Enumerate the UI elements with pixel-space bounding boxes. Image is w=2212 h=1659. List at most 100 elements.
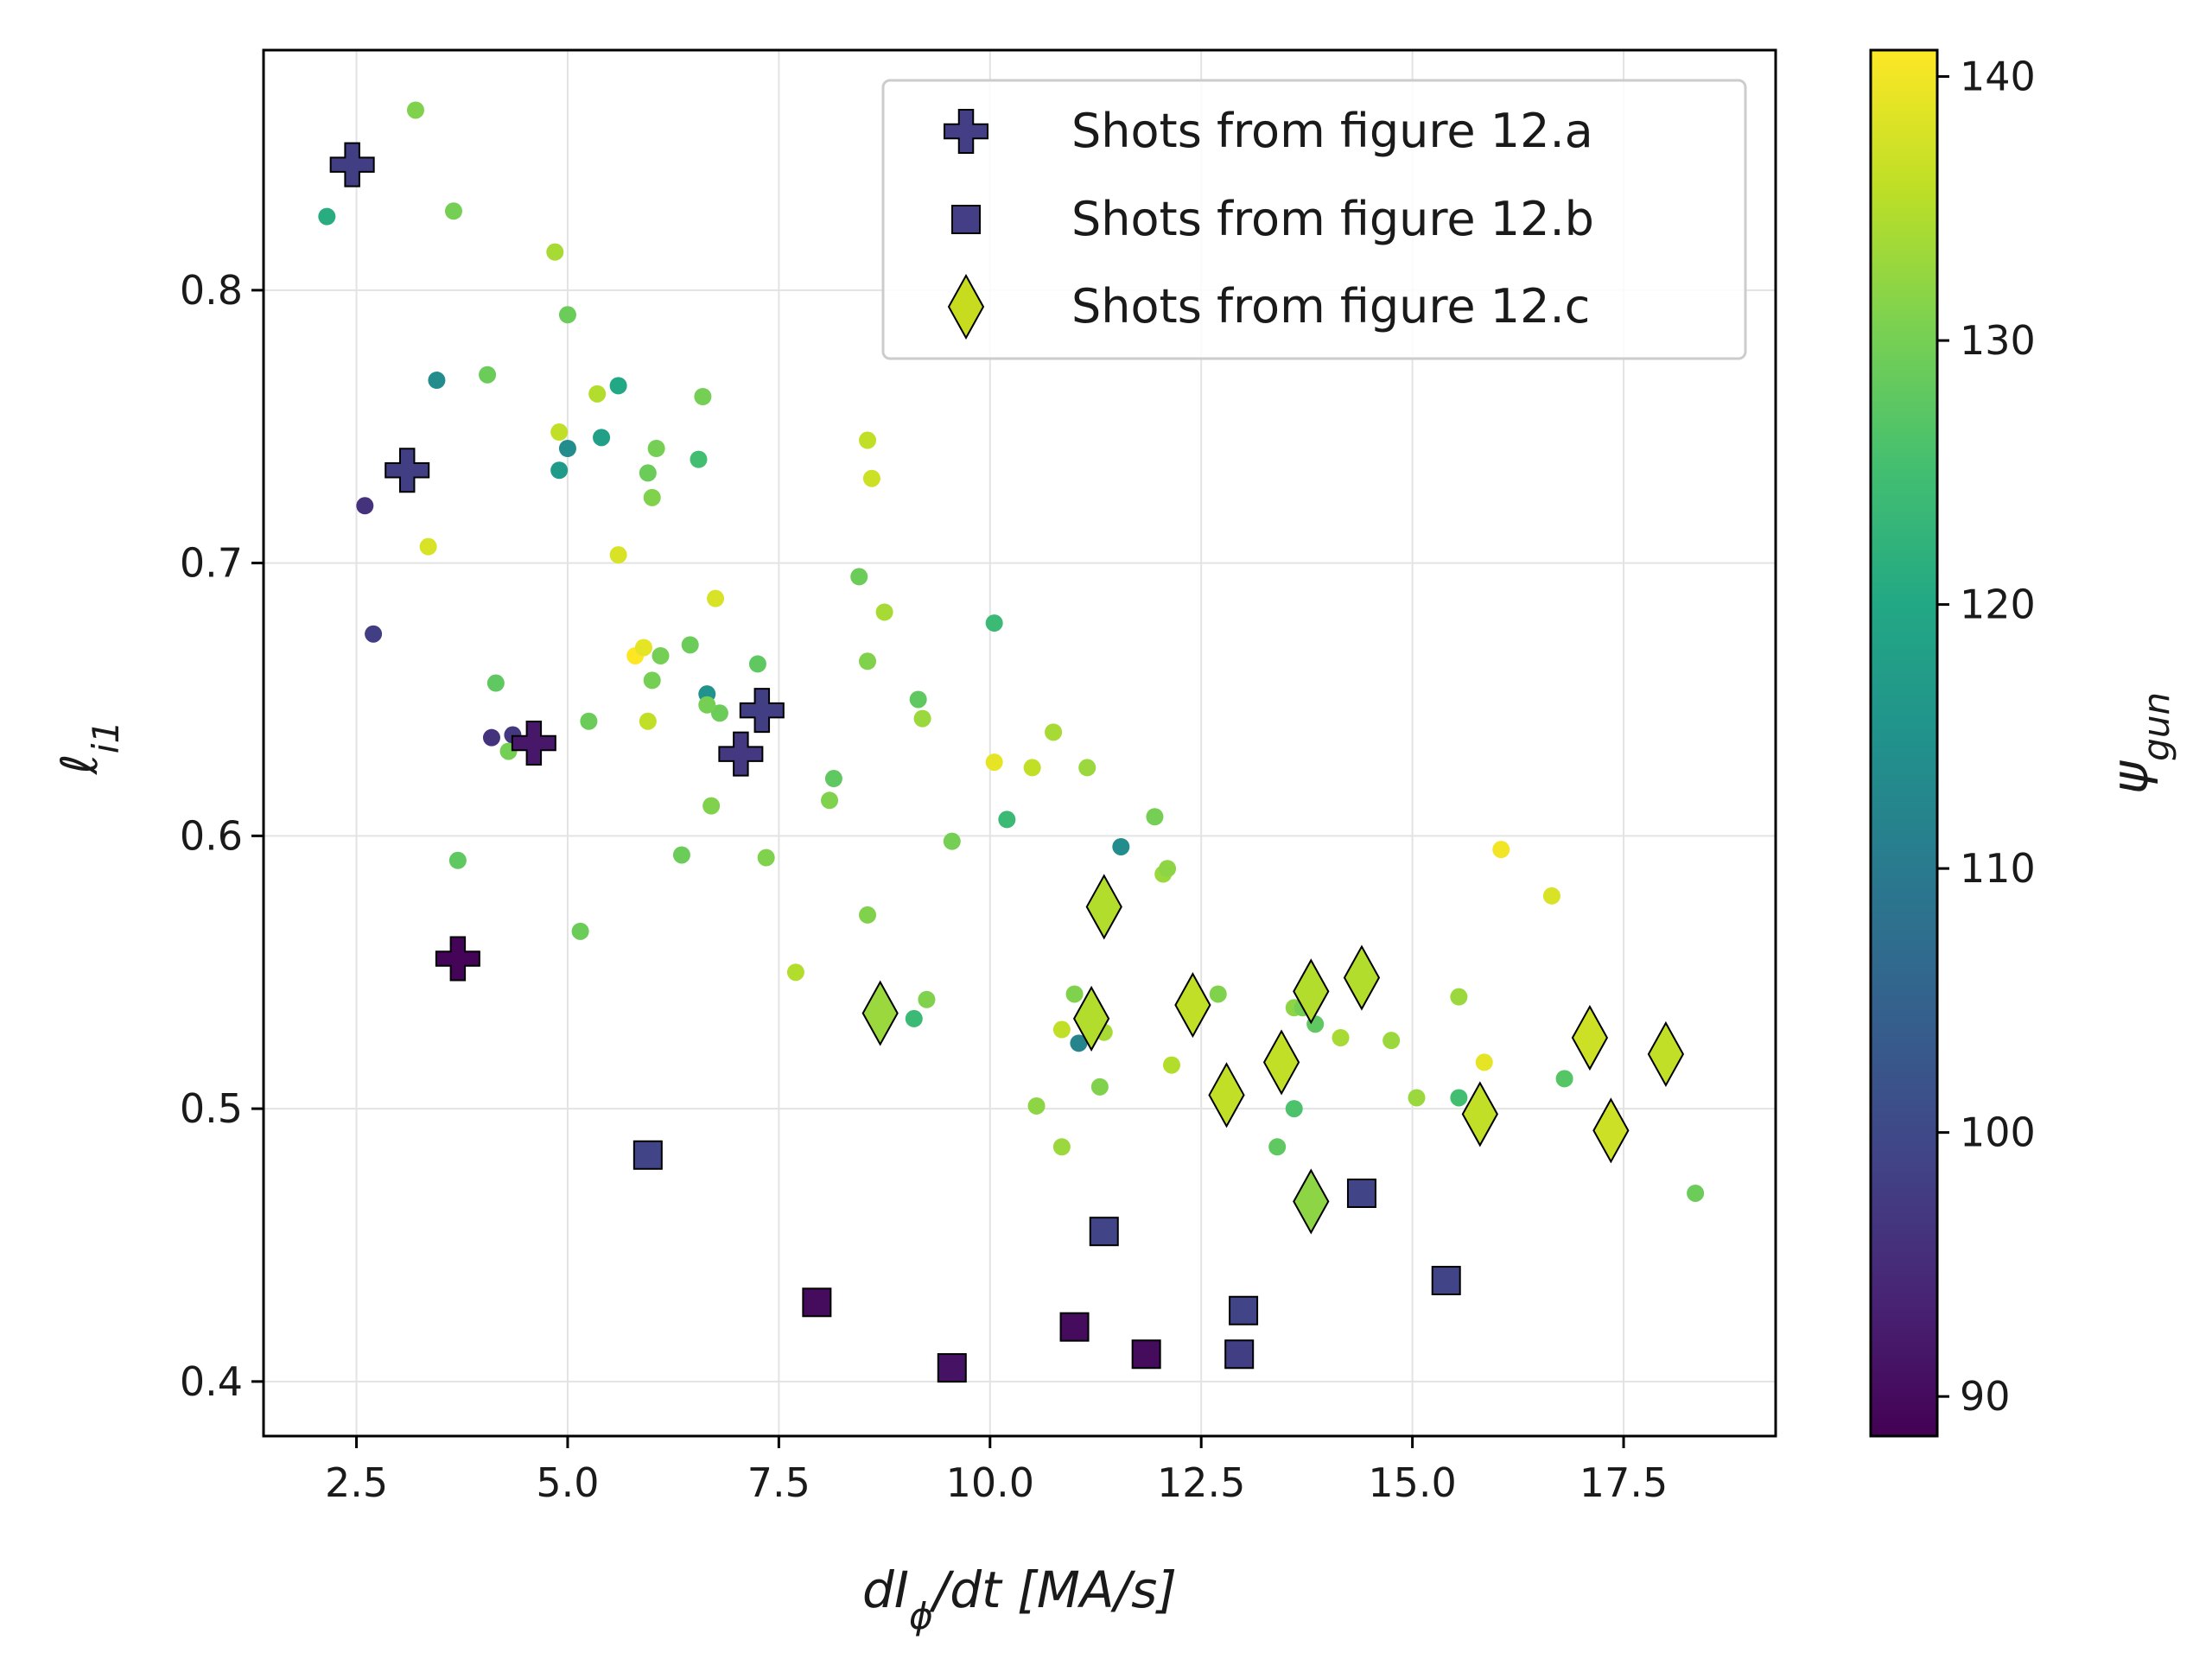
data-point-circle [1162, 1056, 1180, 1074]
x-tick-label: 12.5 [1157, 1459, 1245, 1506]
legend-entry-a: Shots from figure 12.a [1071, 104, 1593, 158]
x-tick-label: 7.5 [747, 1459, 810, 1506]
data-point-circle [406, 101, 424, 119]
data-point-circle [694, 388, 712, 405]
data-point-circle [318, 207, 336, 226]
y-axis-label-sub: i1 [85, 721, 127, 753]
data-point-circle [550, 461, 569, 480]
data-point-circle [588, 385, 607, 403]
data-point-circle [652, 646, 670, 664]
data-point-plus [329, 142, 375, 188]
colorbar-label-main: ψ [2101, 760, 2159, 794]
data-point-circle [546, 243, 564, 261]
x-axis-label: dIϕ/dt [MA/s] [862, 1560, 1177, 1637]
y-tick-label: 0.5 [180, 1085, 243, 1132]
data-point-circle [859, 431, 877, 449]
x-tick-label: 10.0 [946, 1459, 1034, 1506]
data-point-plus [511, 721, 556, 766]
axis-ticks: 2.5 5.0 7.5 10.0 12.5 15.0 17.5 0.4 0.5 0.6 0.7 0.8 [180, 267, 1668, 1506]
data-point-diamond [1461, 1081, 1498, 1147]
colorbar-tick-label: 140 [1960, 54, 2036, 100]
data-point-circle [1027, 1096, 1046, 1115]
data-point-circle [672, 846, 690, 864]
data-point-circle [609, 546, 627, 564]
legend-plus-icon [944, 109, 988, 154]
data-point-diamond [861, 980, 899, 1046]
colorbar-label-sub: gun [2135, 692, 2177, 761]
x-axis-label-rest: /dt [MA/s] [929, 1560, 1177, 1619]
data-point-square [1224, 1339, 1255, 1370]
data-point-square [1431, 1266, 1461, 1296]
data-point-circle [1332, 1029, 1350, 1047]
legend-entry-b: Shots from figure 12.b [1071, 192, 1594, 246]
legend-box [881, 79, 1747, 360]
y-tick-label: 0.4 [180, 1358, 243, 1405]
y-axis-label: ℓi1 [50, 721, 127, 775]
x-tick-label: 5.0 [536, 1459, 599, 1506]
colorbar-tick-label: 110 [1960, 845, 2036, 892]
data-point-circle [558, 306, 576, 324]
colorbar-ticks: 90 100 110 120 130 140 [1937, 54, 2036, 1420]
colorbar: 90 100 110 120 130 140 ψgun [1869, 48, 2177, 1438]
legend-entry-c: Shots from figure 12.c [1071, 279, 1590, 334]
data-point-circle [1159, 860, 1177, 878]
data-point-circle [1382, 1032, 1401, 1050]
colorbar-gradient [1869, 48, 1939, 1438]
data-point-circle [643, 488, 661, 506]
data-point-circle [1070, 1034, 1088, 1052]
data-point-circle [1052, 1138, 1071, 1156]
data-point-circle [821, 791, 839, 810]
data-point-square [1229, 1295, 1259, 1325]
data-point-circle [859, 652, 877, 671]
data-point-circle [634, 639, 652, 657]
data-point-circle [1268, 1138, 1287, 1156]
data-point-circle [1146, 808, 1164, 826]
data-point-circle [943, 832, 961, 850]
data-point-circle [1687, 1184, 1705, 1202]
data-point-square [1059, 1312, 1090, 1342]
data-point-circle [985, 753, 1003, 772]
x-tick-label: 17.5 [1580, 1459, 1668, 1506]
legend-square-icon [951, 205, 981, 234]
data-point-diamond [1072, 985, 1110, 1052]
data-point-square [1131, 1339, 1161, 1370]
data-point-plus [385, 448, 430, 493]
data-point-circle [862, 469, 880, 487]
legend-marker-plus [944, 109, 988, 154]
data-point-circle [707, 589, 725, 607]
data-point-circle [850, 568, 868, 586]
colorbar-tick-label: 130 [1960, 317, 2036, 364]
plot-frame [262, 48, 1777, 1438]
data-point-circle [486, 674, 505, 692]
x-axis-label-main: dI [862, 1560, 909, 1619]
data-point-circle [998, 810, 1016, 829]
data-point-circle [985, 614, 1003, 632]
data-point-circle [419, 537, 437, 556]
x-tick-label: 2.5 [325, 1459, 388, 1506]
data-point-circle [448, 851, 467, 869]
data-point-circle [859, 906, 877, 924]
data-point-circle [639, 464, 657, 482]
data-point-circle [1112, 837, 1130, 855]
y-axis-label-main: ℓ [50, 753, 109, 775]
colorbar-tick-label: 90 [1960, 1373, 2011, 1420]
colorbar-tick-label: 100 [1960, 1109, 2036, 1156]
data-point-circle [609, 377, 627, 395]
data-point-circle [428, 372, 446, 390]
data-point-plus [435, 936, 480, 982]
data-point-circle [1090, 1077, 1109, 1096]
data-point-circle [905, 1009, 923, 1027]
data-point-circle [1209, 985, 1227, 1003]
data-point-circle [1065, 985, 1084, 1003]
x-axis-label-sub: ϕ [909, 1595, 933, 1637]
data-point-circle [1078, 759, 1096, 777]
data-point-plus [718, 731, 764, 777]
y-tick-label: 0.7 [180, 540, 243, 587]
data-point-circle [690, 450, 708, 468]
legend-marker-square [951, 205, 981, 234]
data-point-circle [1475, 1053, 1493, 1071]
data-point-circle [580, 712, 598, 730]
data-point-circle [748, 655, 766, 673]
data-point-circle [702, 797, 721, 815]
data-point-diamond [1293, 1168, 1330, 1235]
